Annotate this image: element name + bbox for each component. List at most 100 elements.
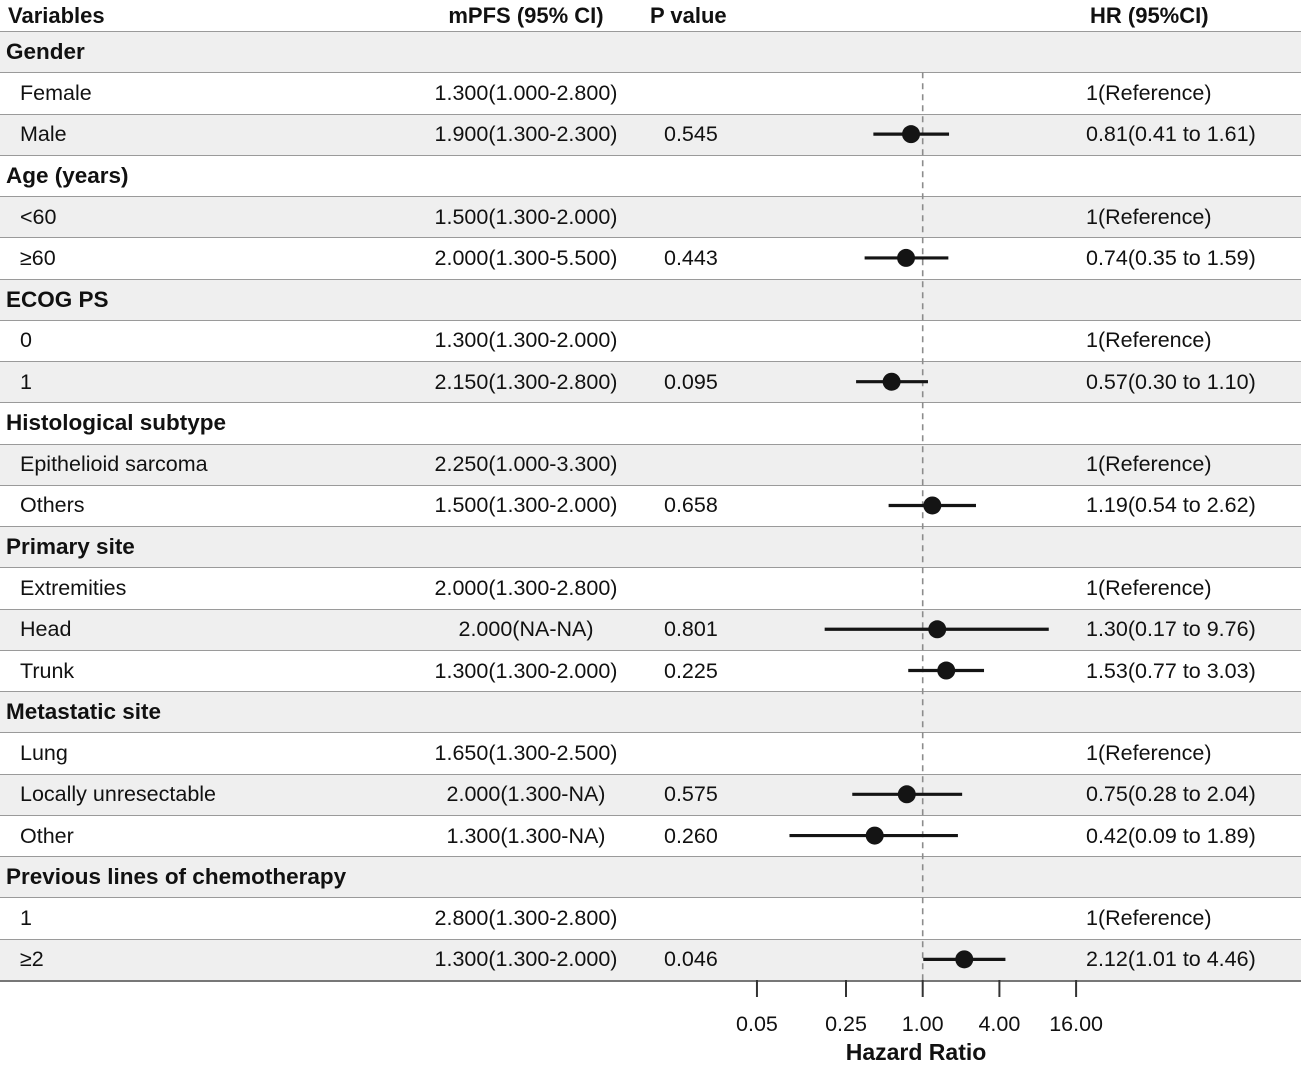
data-row: <60 1.500(1.300-2.000) 1(Reference) (0, 196, 1301, 238)
row-label: 0 (20, 328, 32, 353)
p-value (664, 733, 784, 773)
hr-ci-value: 0.42(0.09 to 1.89) (1086, 823, 1256, 848)
hr-ci-value: 1(Reference) (1086, 452, 1212, 477)
row-label: Locally unresectable (20, 782, 217, 807)
data-row: Lung 1.650(1.300-2.500) 1(Reference) (0, 732, 1301, 773)
data-row: Other 1.300(1.300-NA) 0.260 0.42(0.09 to 1.… (0, 814, 1301, 856)
row-label: Gender (6, 39, 85, 65)
section-row: Previous lines of chemotherapy (0, 856, 1301, 898)
p-value (664, 568, 784, 608)
mpfs-value: 2.250(1.000-3.300) (434, 452, 618, 477)
row-label: Epithelioid sarcoma (20, 452, 208, 477)
p-value: 0.575 (664, 782, 718, 807)
mpfs-value: 2.000(1.300-5.500) (434, 245, 618, 270)
x-axis-tick-label: 1.00 (901, 1012, 944, 1036)
column-header-variables: Variables (8, 2, 105, 28)
data-row: ≥60 2.000(1.300-5.500) 0.443 0.74(0.35 to 1… (0, 237, 1301, 278)
hr-ci-value: 1(Reference) (1086, 906, 1212, 931)
mpfs-value: 2.000(1.300-NA) (446, 782, 606, 807)
p-value: 0.801 (664, 617, 718, 642)
table-body: Gender Female 1.300(1.000-2.800) 1(Referenc… (0, 31, 1301, 980)
x-axis-tick-label: 0.05 (736, 1012, 778, 1036)
hr-ci-value: 0.57(0.30 to 1.10) (1086, 369, 1256, 394)
x-axis-tick-label: 0.25 (825, 1012, 867, 1036)
x-axis-tick-label: 4.00 (978, 1012, 1021, 1036)
hr-ci-value: 1(Reference) (1086, 204, 1212, 229)
p-value: 0.443 (664, 245, 718, 270)
column-header-pvalue: P value (650, 2, 727, 28)
data-row: Extremities 2.000(1.300-2.800) 1(Reference… (0, 567, 1301, 608)
row-label: Male (20, 122, 67, 147)
column-header-mpfs: mPFS (95% CI) (448, 2, 604, 28)
p-value: 0.260 (664, 823, 718, 848)
row-label: Female (20, 80, 92, 105)
data-row: Epithelioid sarcoma 2.250(1.000-3.300) 1(R… (0, 443, 1301, 485)
hr-ci-value: 0.75(0.28 to 2.04) (1086, 782, 1256, 807)
data-row: ≥2 1.300(1.300-2.000) 0.046 2.12(1.01 to 4.… (0, 938, 1301, 980)
p-value (664, 197, 784, 237)
data-row: 0 1.300(1.300-2.000) 1(Reference) (0, 319, 1301, 361)
axis-baseline (0, 980, 1301, 982)
section-row: ECOG PS (0, 278, 1301, 320)
row-label: ECOG PS (6, 286, 109, 312)
row-label: Trunk (20, 658, 75, 683)
p-value (664, 445, 784, 485)
mpfs-value: 1.300(1.300-NA) (446, 823, 606, 848)
row-label: 1 (20, 906, 32, 931)
p-value (664, 73, 784, 113)
mpfs-value: 1.300(1.000-2.800) (434, 80, 618, 105)
mpfs-value: 1.500(1.300-2.000) (434, 493, 618, 518)
row-label: ≥60 (20, 245, 56, 270)
row-label: Histological subtype (6, 410, 227, 436)
row-label: <60 (20, 204, 57, 229)
section-row: Gender (0, 31, 1301, 73)
row-label: Other (20, 823, 74, 848)
p-value: 0.658 (664, 493, 718, 518)
column-header-hr: HR (95%CI) (1090, 2, 1209, 28)
row-label: Lung (20, 741, 68, 766)
data-row: 1 2.800(1.300-2.800) 1(Reference) (0, 897, 1301, 938)
p-value: 0.545 (664, 122, 718, 147)
x-axis-title: Hazard Ratio (845, 1039, 987, 1065)
mpfs-value: 1.650(1.300-2.500) (434, 741, 618, 766)
data-row: Male 1.900(1.300-2.300) 0.545 0.81(0.41 to … (0, 113, 1301, 155)
hr-ci-value: 1(Reference) (1086, 576, 1212, 600)
p-value: 0.225 (664, 658, 718, 683)
row-label: Metastatic site (6, 699, 162, 725)
data-row: Trunk 1.300(1.300-2.000) 0.225 1.53(0.77 to… (0, 649, 1301, 691)
hr-ci-value: 1.19(0.54 to 2.62) (1086, 493, 1256, 518)
section-row: Metastatic site (0, 691, 1301, 733)
p-value: 0.095 (664, 369, 718, 394)
mpfs-value: 1.300(1.300-2.000) (434, 658, 618, 683)
p-value (664, 898, 784, 938)
row-label: Previous lines of chemotherapy (6, 864, 347, 890)
row-label: Primary site (6, 534, 135, 560)
hr-ci-value: 1.30(0.17 to 9.76) (1086, 617, 1256, 642)
section-row: Primary site (0, 526, 1301, 568)
row-label: Age (years) (6, 162, 129, 188)
data-row: Others 1.500(1.300-2.000) 0.658 1.19(0.54 t… (0, 484, 1301, 526)
mpfs-value: 1.300(1.300-2.000) (434, 328, 618, 353)
hr-ci-value: 2.12(1.01 to 4.46) (1086, 947, 1256, 972)
row-label: Others (20, 493, 85, 518)
x-axis-tick-label: 16.00 (1049, 1012, 1103, 1036)
data-row: Locally unresectable 2.000(1.300-NA) 0.575… (0, 773, 1301, 815)
hr-ci-value: 1(Reference) (1086, 741, 1212, 766)
hr-ci-value: 1(Reference) (1086, 328, 1212, 353)
p-value: 0.046 (664, 947, 718, 972)
data-row: Female 1.300(1.000-2.800) 1(Reference) (0, 72, 1301, 113)
mpfs-value: 2.000(NA-NA) (458, 617, 594, 642)
mpfs-value: 2.800(1.300-2.800) (434, 906, 618, 931)
mpfs-value: 2.000(1.300-2.800) (434, 576, 618, 600)
mpfs-value: 1.900(1.300-2.300) (434, 122, 618, 147)
row-label: 1 (20, 369, 32, 394)
row-label: Head (20, 617, 72, 642)
hr-ci-value: 0.81(0.41 to 1.61) (1086, 122, 1256, 147)
section-row: Age (years) (0, 154, 1301, 196)
data-row: Head 2.000(NA-NA) 0.801 1.30(0.17 to 9.76) (0, 608, 1301, 650)
data-row: 1 2.150(1.300-2.800) 0.095 0.57(0.30 to 1.1… (0, 361, 1301, 403)
row-label: ≥2 (20, 947, 44, 972)
hr-ci-value: 0.74(0.35 to 1.59) (1086, 245, 1256, 270)
hr-ci-value: 1.53(0.77 to 3.03) (1086, 658, 1256, 683)
